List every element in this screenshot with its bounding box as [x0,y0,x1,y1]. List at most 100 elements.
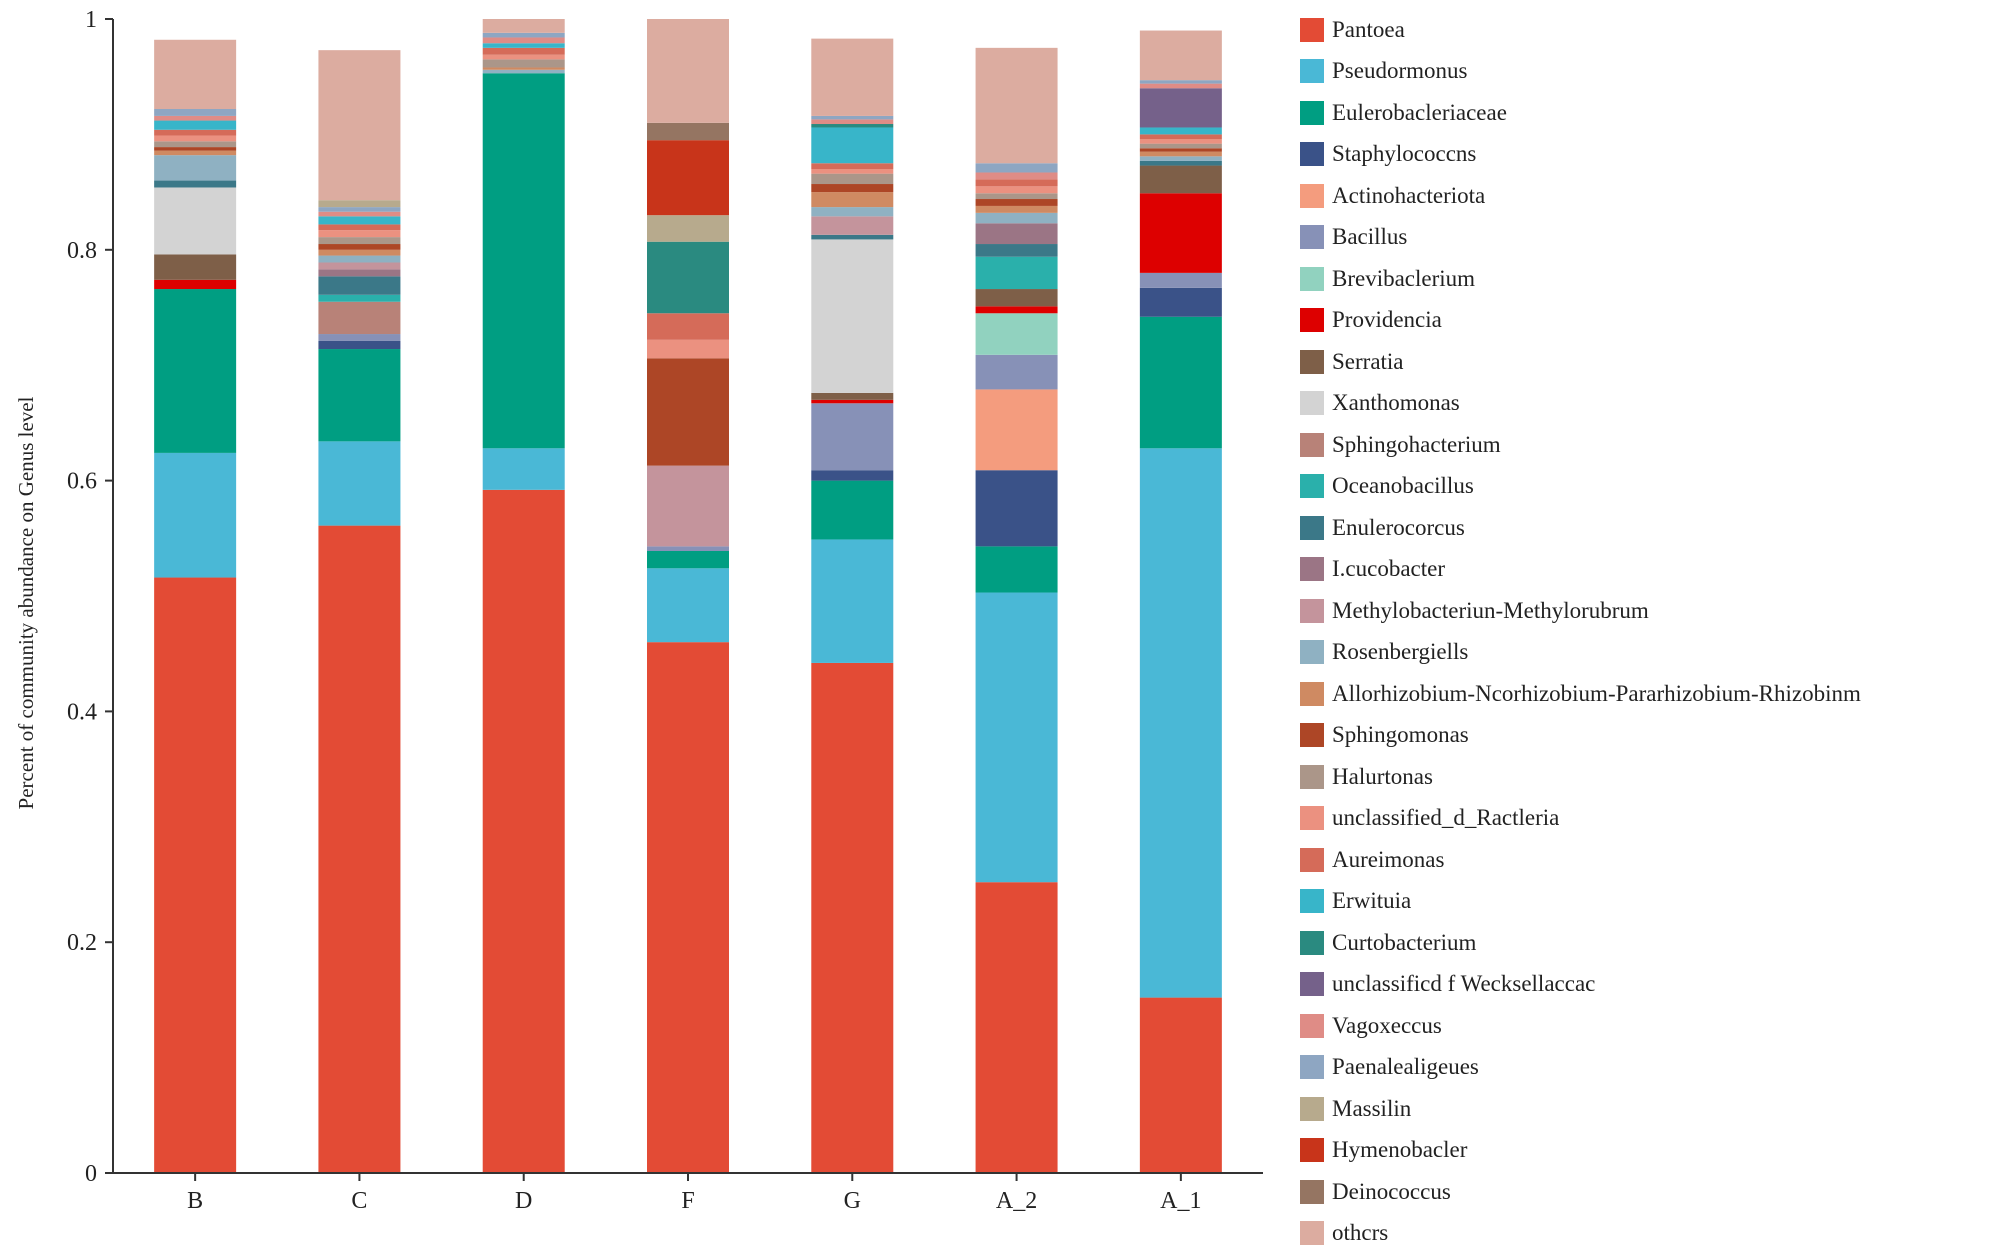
bar-c [318,50,400,1173]
bar-segment-g-providencia [811,400,893,403]
bar-segment-g-erwituia [811,127,893,163]
bar-segment-a-1-bacillus [1140,273,1222,288]
legend-swatch [1300,184,1324,208]
bar-a-2 [976,48,1058,1173]
y-tick-label: 0.2 [67,930,97,956]
bar-segment-g-enulerocorcus [811,235,893,240]
bar-segment-b-sphingomonas [154,147,236,150]
bar-segment-f-aureimonas [647,313,729,340]
legend-label: Pantoea [1332,17,1405,43]
legend-item: Pantoea [1300,9,1861,51]
bar-segment-a-2-allorhizobium-ncorhizobium-pararhizobium-rhizobinm [976,206,1058,213]
legend-label: Sphingomonas [1332,722,1469,748]
legend-item: Sphingohacterium [1300,424,1861,466]
legend-swatch [1300,1014,1324,1038]
legend-swatch [1300,59,1324,83]
x-tick-label: G [844,1188,861,1214]
bar-segment-d-allorhizobium-ncorhizobium-pararhizobium-rhizobinm [483,67,565,69]
bar-segment-g-methylobacteriun-methylorubrum [811,216,893,234]
bar-segment-c-bacillus [318,334,400,341]
legend-item: Deinococcus [1300,1171,1861,1213]
legend-item: Aureimonas [1300,839,1861,881]
bar-segment-c-methylobacteriun-methylorubrum [318,262,400,269]
legend-swatch [1300,640,1324,664]
bar-segment-a-1-erwituia [1140,127,1222,134]
bar-segment-c-othcrs [318,50,400,200]
bar-segment-a-2-unclassified-d-ractleria [976,186,1058,193]
bar-segment-c-unclassified-d-ractleria [318,230,400,237]
bar-segment-g-curtobacterium [811,124,893,127]
bar-segment-a-1-vagoxeccus [1140,84,1222,89]
bar-segment-d-aureimonas [483,48,565,55]
bar-segment-b-rosenbergiells [154,155,236,180]
legend-swatch [1300,474,1324,498]
legend-label: Oceanobacillus [1332,473,1474,499]
bar-segment-a-1-paenalealigeues [1140,80,1222,83]
y-tick-label: 0 [85,1161,97,1187]
bar-segment-a-2-sphingomonas [976,199,1058,206]
legend-swatch [1300,557,1324,581]
bar-segment-g-vagoxeccus [811,119,893,124]
legend-item: Vagoxeccus [1300,1005,1861,1047]
bar-segment-b-paenalealigeues [154,109,236,116]
bar-segment-f-eulerobacleriaceae [647,551,729,568]
bar-segment-a-2-paenalealigeues [976,163,1058,172]
bar-segment-g-unclassified-d-ractleria [811,169,893,174]
bar-segment-a-1-othcrs [1140,31,1222,81]
legend-item: Halurtonas [1300,756,1861,798]
legend-swatch [1300,142,1324,166]
bar-segment-c-paenalealigeues [318,207,400,212]
legend-item: I.cucobacter [1300,549,1861,591]
bar-segment-f-methylobacteriun-methylorubrum [647,466,729,547]
bar-segment-c-vagoxeccus [318,212,400,217]
legend-swatch [1300,972,1324,996]
bar-segment-b-unclassified-d-ractleria [154,136,236,142]
legend-swatch [1300,1138,1324,1162]
legend-swatch [1300,806,1324,830]
legend-label: Actinohacteriota [1332,183,1485,209]
legend-label: Methylobacteriun-Methylorubrum [1332,598,1649,624]
bar-segment-a-1-pseudormonus [1140,448,1222,997]
legend-label: Pseudormonus [1332,58,1467,84]
bar-segment-d-pantoea [483,490,565,1173]
y-tick-label: 0.6 [67,469,97,495]
bar-segment-d-othcrs [483,19,565,33]
legend-item: Providencia [1300,300,1861,342]
bar-segment-b-halurtonas [154,141,236,147]
legend-label: Eulerobacleriaceae [1332,100,1507,126]
legend-item: Paenalealigeues [1300,1047,1861,1089]
bar-segment-b-xanthomonas [154,187,236,254]
bar-segment-a-2-brevibaclerium [976,313,1058,355]
bar-segment-a-1-unclassificd-f-wecksellaccac [1140,88,1222,127]
legend-item: Curtobacterium [1300,922,1861,964]
bar-segment-b-enulerocorcus [154,181,236,188]
legend-item: Pseudormonus [1300,51,1861,93]
legend-item: Oceanobacillus [1300,466,1861,508]
legend-swatch [1300,391,1324,415]
bar-segment-c-oceanobacillus [318,295,400,302]
bar-segment-d-eulerobacleriaceae [483,73,565,448]
y-tick-label: 0.4 [67,699,97,725]
bar-segment-a-2-serratia [976,289,1058,306]
bar-segment-a-2-staphylococcns [976,470,1058,546]
y-tick-label: 1 [85,7,97,33]
bar-segment-c-pseudormonus [318,441,400,525]
bar-segment-g-pantoea [811,663,893,1173]
legend-item: Bacillus [1300,217,1861,259]
legend-item: Staphylococcns [1300,134,1861,176]
bar-segment-a-1-halurtonas [1140,144,1222,149]
bar-segment-c-sphingohacterium [318,302,400,334]
legend-label: Paenalealigeues [1332,1054,1479,1080]
x-tick-label: F [681,1188,694,1214]
legend-label: unclassified_d_Ractleria [1332,805,1559,831]
bar-segment-c-pantoea [318,526,400,1173]
legend-item: othcrs [1300,1213,1861,1254]
legend-swatch [1300,848,1324,872]
bar-segment-a-1-sphingomonas [1140,148,1222,151]
legend-label: Aureimonas [1332,847,1444,873]
legend-label: othcrs [1332,1220,1388,1246]
bar-segment-f-othcrs [647,19,729,123]
bar-segment-a-1-enulerocorcus [1140,161,1222,166]
